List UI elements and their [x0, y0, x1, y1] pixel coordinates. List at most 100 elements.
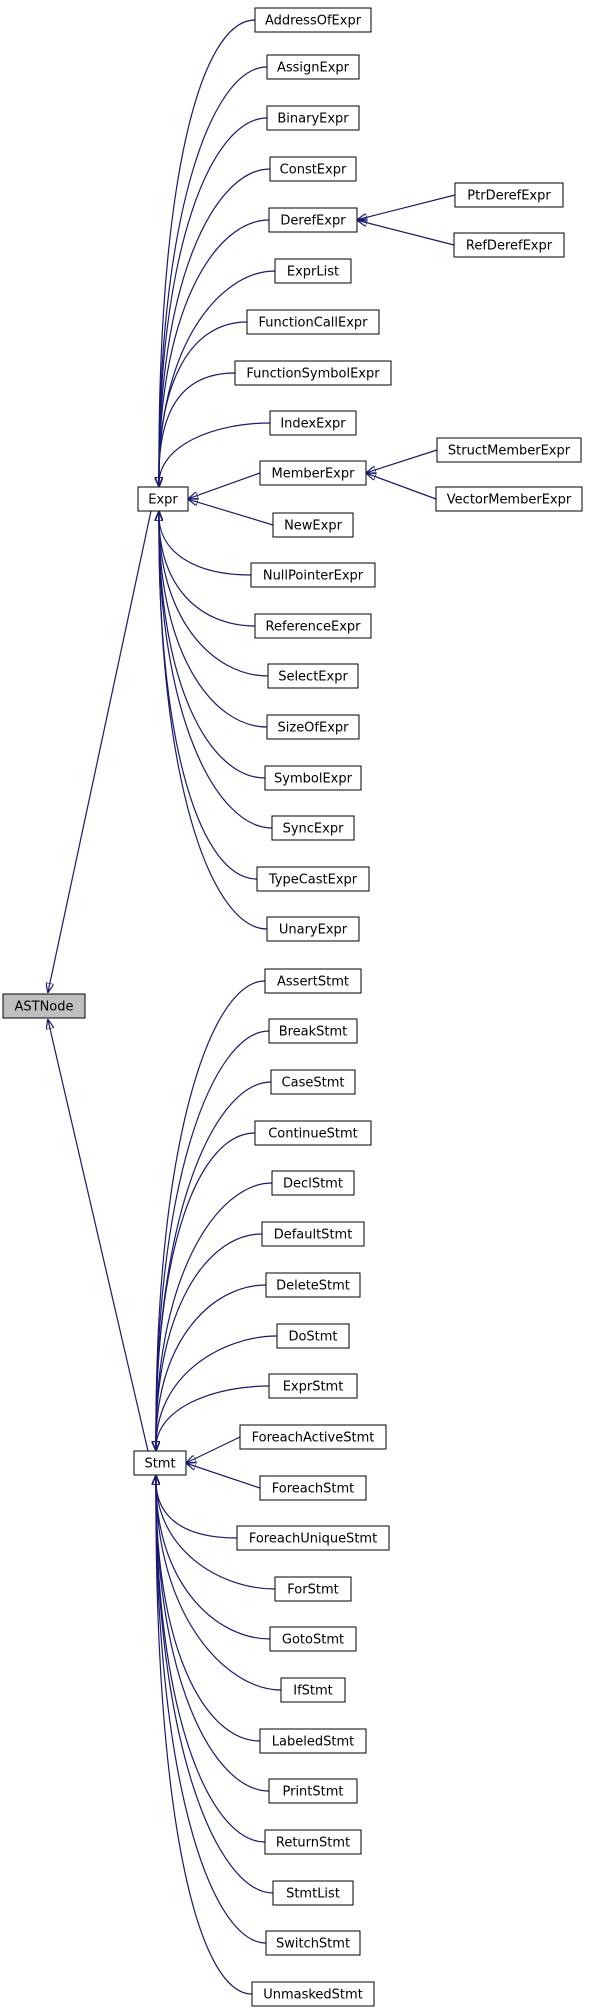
inheritance-edge-foreach-active-stmt-to-stmt [187, 1436, 241, 1462]
inheritance-edge-decl-stmt-to-stmt [156, 1182, 273, 1450]
inheritance-edge-function-symbol-expr-to-expr [159, 372, 236, 486]
inheritance-edge-null-pointer-expr-to-expr [159, 512, 252, 576]
class-node-label: RefDerefExpr [466, 239, 553, 254]
inheritance-edge-stmt-to-ast-node [48, 1020, 149, 1452]
class-node-box [266, 54, 360, 80]
inheritance-edge-print-stmt-to-stmt [156, 1476, 270, 1792]
class-node-box [276, 1323, 350, 1349]
class-node-break-stmt[interactable]: BreakStmt [268, 1018, 358, 1044]
class-node-labeled-stmt[interactable]: LabeledStmt [259, 1728, 367, 1754]
inheritance-edge-const-expr-to-expr [159, 168, 271, 486]
inheritance-edge-select-expr-to-expr [159, 512, 269, 677]
class-node-decl-stmt[interactable]: DeclStmt [271, 1170, 355, 1196]
class-node-box [454, 182, 564, 208]
inheritance-edge-continue-stmt-to-stmt [156, 1132, 256, 1450]
class-node-deref-expr[interactable]: DerefExpr [268, 207, 358, 233]
class-node-delete-stmt[interactable]: DeleteStmt [265, 1272, 361, 1298]
class-node-index-expr[interactable]: IndexExpr [269, 410, 357, 436]
class-node-null-pointer-expr[interactable]: NullPointerExpr [250, 562, 376, 588]
class-node-unary-expr[interactable]: UnaryExpr [266, 916, 360, 942]
class-node-label: ReturnStmt [276, 1836, 350, 1851]
class-node-box [269, 1626, 357, 1652]
class-node-box [246, 309, 380, 335]
class-node-box [272, 512, 354, 538]
class-node-ptr-deref-expr[interactable]: PtrDerefExpr [454, 182, 564, 208]
class-node-struct-member-expr[interactable]: StructMemberExpr [436, 437, 582, 463]
class-node-stmt-list[interactable]: StmtList [272, 1880, 354, 1906]
class-node-function-call-expr[interactable]: FunctionCallExpr [246, 309, 380, 335]
class-node-foreach-unique-stmt[interactable]: ForeachUniqueStmt [236, 1525, 390, 1551]
inheritance-edge-ptr-deref-expr-to-deref-expr [358, 194, 456, 220]
class-node-function-symbol-expr[interactable]: FunctionSymbolExpr [234, 360, 392, 386]
class-node-vector-member-expr[interactable]: VectorMemberExpr [435, 486, 583, 512]
class-node-for-stmt[interactable]: ForStmt [274, 1576, 352, 1602]
inheritance-edge-labeled-stmt-to-stmt [156, 1476, 261, 1742]
inheritance-edge-binary-expr-to-expr [159, 117, 268, 486]
class-node-box [265, 1272, 361, 1298]
class-node-foreach-active-stmt[interactable]: ForeachActiveStmt [239, 1424, 387, 1450]
class-node-label: TypeCastExpr [268, 873, 358, 888]
class-node-label: ContinueStmt [268, 1127, 358, 1142]
class-node-box [265, 1930, 361, 1956]
class-node-label: SwitchStmt [276, 1937, 350, 1952]
class-node-if-stmt[interactable]: IfStmt [280, 1677, 346, 1703]
class-node-label: DeleteStmt [276, 1279, 350, 1294]
class-node-binary-expr[interactable]: BinaryExpr [266, 105, 360, 131]
class-node-box [266, 714, 360, 740]
class-node-reference-expr[interactable]: ReferenceExpr [254, 613, 372, 639]
class-node-box [269, 156, 357, 182]
class-node-new-expr[interactable]: NewExpr [272, 512, 354, 538]
class-node-box [137, 486, 189, 512]
class-node-select-expr[interactable]: SelectExpr [267, 663, 359, 689]
class-node-label: UnaryExpr [279, 923, 348, 938]
inheritance-edge-unmasked-stmt-to-stmt [156, 1476, 253, 1995]
class-node-const-expr[interactable]: ConstExpr [269, 156, 357, 182]
inheritance-edge-assign-expr-to-expr [159, 66, 268, 486]
class-node-box [234, 360, 392, 386]
class-node-case-stmt[interactable]: CaseStmt [270, 1069, 356, 1095]
class-node-expr-list[interactable]: ExprList [274, 258, 352, 284]
class-node-box [274, 1576, 352, 1602]
class-node-default-stmt[interactable]: DefaultStmt [261, 1221, 365, 1247]
class-node-switch-stmt[interactable]: SwitchStmt [265, 1930, 361, 1956]
class-node-assign-expr[interactable]: AssignExpr [266, 54, 360, 80]
class-node-address-of-expr[interactable]: AddressOfExpr [254, 7, 372, 33]
class-node-expr-stmt[interactable]: ExprStmt [268, 1373, 358, 1399]
class-node-sync-expr[interactable]: SyncExpr [271, 815, 355, 841]
class-node-label: StructMemberExpr [448, 444, 571, 459]
class-node-box [266, 916, 360, 942]
class-node-do-stmt[interactable]: DoStmt [276, 1323, 350, 1349]
inheritance-edge-vector-member-expr-to-member-expr [367, 474, 437, 500]
class-node-size-of-expr[interactable]: SizeOfExpr [266, 714, 360, 740]
class-node-symbol-expr[interactable]: SymbolExpr [264, 765, 362, 791]
class-node-label: CaseStmt [282, 1076, 345, 1091]
class-node-unmasked-stmt[interactable]: UnmaskedStmt [251, 1981, 375, 2007]
class-node-return-stmt[interactable]: ReturnStmt [264, 1829, 362, 1855]
class-node-ref-deref-expr[interactable]: RefDerefExpr [453, 232, 565, 258]
class-node-label: BreakStmt [279, 1025, 348, 1040]
class-node-label: DefaultStmt [274, 1228, 353, 1243]
inheritance-edge-member-expr-to-expr [189, 472, 261, 498]
class-node-foreach-stmt[interactable]: ForeachStmt [259, 1475, 367, 1501]
class-node-label: Expr [148, 493, 178, 508]
inheritance-edge-unary-expr-to-expr [159, 512, 268, 930]
class-node-label: IndexExpr [280, 417, 346, 432]
class-node-stmt[interactable]: Stmt [133, 1450, 187, 1476]
class-node-print-stmt[interactable]: PrintStmt [268, 1778, 358, 1804]
class-node-ast-node[interactable]: ASTNode [2, 993, 86, 1019]
class-node-continue-stmt[interactable]: ContinueStmt [254, 1120, 372, 1146]
class-node-box [259, 1475, 367, 1501]
class-node-assert-stmt[interactable]: AssertStmt [264, 968, 362, 994]
class-node-type-cast-expr[interactable]: TypeCastExpr [256, 866, 370, 892]
class-node-box [254, 7, 372, 33]
class-node-goto-stmt[interactable]: GotoStmt [269, 1626, 357, 1652]
class-node-box [250, 562, 376, 588]
class-node-label: SizeOfExpr [278, 721, 350, 736]
class-node-box [254, 1120, 372, 1146]
class-node-label: DoStmt [288, 1330, 337, 1345]
class-node-label: ASTNode [14, 1000, 73, 1015]
inheritance-edge-index-expr-to-expr [159, 422, 271, 486]
class-node-expr[interactable]: Expr [137, 486, 189, 512]
class-node-member-expr[interactable]: MemberExpr [259, 460, 367, 486]
